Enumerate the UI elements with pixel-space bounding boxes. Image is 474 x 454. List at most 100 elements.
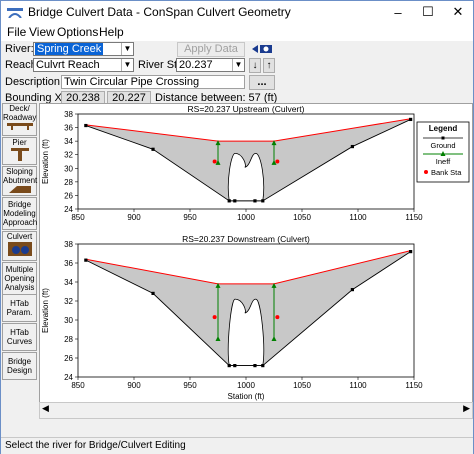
reach-label: Reach: (5, 59, 40, 71)
river-label: River: (5, 43, 34, 55)
chart2-ground-point (409, 250, 413, 254)
chart2-bank-station-point (275, 315, 280, 320)
chart1-ground-point (233, 199, 237, 203)
chart1-ground-point (350, 144, 354, 149)
chevron-down-icon[interactable]: ▼ (121, 43, 133, 55)
chart1-ground-line (85, 119, 411, 202)
maximize-button[interactable]: ☐ (422, 4, 434, 19)
chart1-bank-station-point (212, 159, 217, 164)
chart1-x-tick-label: 1050 (293, 213, 311, 222)
chart1-x-tick-label: 1150 (405, 213, 423, 222)
bridge-modeling-approach-button[interactable]: Bridge Modeling Approach (2, 197, 37, 230)
chart2-x-tick-label: 1150 (405, 381, 423, 390)
chart1-y-tick-label: 38 (64, 110, 73, 119)
chart2-y-tick-label: 26 (64, 354, 73, 363)
river-station-value: 20.237 (179, 59, 213, 71)
reach-select[interactable]: Culvrt Reach ▼ (33, 58, 134, 72)
minimize-button[interactable]: – (394, 4, 402, 20)
pier-label: Pier (12, 138, 27, 147)
chart1-legend-ineff-label: Ineff (436, 157, 451, 166)
title-bar: Bridge Culvert Data - ConSpan Culvert Ge… (1, 1, 473, 23)
description-label: Description (5, 76, 61, 88)
chart1-legend-bank-marker (424, 170, 428, 174)
chart1-legend-title: Legend (429, 124, 458, 133)
chart2-ground-point (151, 291, 155, 295)
chart2-x-tick-label: 850 (71, 381, 85, 390)
chart2-y-tick-label: 24 (64, 373, 73, 382)
chart2-x-tick-label: 950 (183, 381, 197, 390)
chart1-y-tick-label: 24 (64, 205, 73, 214)
sloping-abutment-button[interactable]: Sloping Abutment (2, 166, 37, 196)
chart1-ineff-marker (271, 159, 277, 165)
plot-area: RS=20.237 Upstream (Culvert) 850 900 950 100… (39, 103, 473, 403)
previous-station-arrow-icon[interactable]: ↓ (249, 58, 261, 73)
chart2-y-tick-label: 30 (64, 316, 73, 325)
menu-bar: File View Options Help (1, 23, 473, 41)
chart1-legend-ground-label: Ground (430, 141, 455, 150)
chart1-y-tick-label: 36 (64, 124, 73, 133)
apply-data-button[interactable]: Apply Data (177, 42, 245, 57)
description-expand-button[interactable]: ... (249, 75, 275, 90)
window-title: Bridge Culvert Data - ConSpan Culvert Ge… (28, 5, 291, 19)
chart2-y-tick-label: 32 (64, 297, 73, 306)
chart1-deck-line (85, 118, 411, 142)
chart1-legend-ground-point (441, 136, 445, 140)
multiple-opening-analysis-label: Multiple Opening Analysis (4, 265, 35, 292)
bridge-modeling-approach-label: Bridge Modeling Approach (3, 200, 38, 227)
chart2-x-tick-label: 900 (127, 381, 141, 390)
chart2-y-tick-label: 28 (64, 335, 73, 344)
chart1-y-tick-label: 34 (64, 137, 73, 146)
chevron-down-icon[interactable]: ▼ (121, 59, 133, 71)
status-bar: Select the river for Bridge/Culvert Edit… (1, 437, 473, 454)
bridge-design-button[interactable]: Bridge Design (2, 352, 37, 380)
chart1-y-tick-label: 30 (64, 164, 73, 173)
chart2-ground-point (261, 364, 265, 368)
horizontal-scrollbar[interactable]: ◀ ▶ (39, 402, 473, 419)
chart2-ground-point (233, 364, 237, 368)
chart1-y-tick-label: 26 (64, 191, 73, 200)
deck-roadway-button[interactable]: Deck/ Roadway (2, 103, 37, 136)
pier-button[interactable]: Pier (2, 137, 37, 165)
chart1-legend-bank-label: Bank Sta (431, 168, 462, 177)
chevron-down-icon[interactable]: ▼ (232, 59, 244, 71)
chart2-ground-point (84, 258, 88, 262)
chart2-ineff-marker (271, 282, 277, 288)
next-station-arrow-icon[interactable]: ↑ (263, 58, 275, 73)
sloping-abutment-label: Sloping Abutment (3, 167, 38, 185)
htab-param-button[interactable]: HTab Param. (2, 294, 37, 322)
chart1-culvert-pipes (227, 152, 265, 202)
abutment-icon (8, 186, 31, 193)
htab-curves-label: HTab Curves (6, 328, 33, 346)
river-station-select[interactable]: 20.237 ▼ (176, 58, 245, 72)
menu-view[interactable]: View (29, 25, 55, 39)
chart2-culvert-fill (85, 250, 411, 366)
menu-options[interactable]: Options (57, 25, 99, 39)
scroll-left-icon[interactable]: ◀ (42, 403, 49, 413)
culvert-icon (7, 242, 32, 256)
chart2-culvert-pipes (227, 298, 265, 366)
chart1-x-tick-label: 1100 (349, 213, 367, 222)
chart1-ground-point (253, 199, 257, 203)
chart2-ineff-marker (215, 336, 221, 341)
scroll-right-icon[interactable]: ▶ (463, 403, 470, 413)
menu-file[interactable]: File (7, 25, 27, 39)
menu-help[interactable]: Help (99, 25, 124, 39)
distance-between-text: Distance between: 57 (ft) (155, 92, 278, 104)
cross-section-plots: RS=20.237 Upstream (Culvert) 850 900 950 100… (41, 104, 470, 401)
chart2-ground-point (253, 364, 257, 368)
river-select[interactable]: Spring Creek ▼ (33, 42, 134, 56)
chart1-y-tick-label: 28 (64, 178, 73, 187)
culvert-button[interactable]: Culvert (2, 231, 37, 261)
htab-curves-button[interactable]: HTab Curves (2, 323, 37, 351)
close-button[interactable]: ✕ (452, 4, 464, 19)
plot-options-icon[interactable] (250, 42, 274, 56)
description-field[interactable]: Twin Circular Pipe Crossing (61, 75, 245, 89)
chart2-ineff-marker (271, 336, 277, 341)
deck-roadway-icon (6, 123, 33, 130)
chart2-y-axis-label: Elevation (ft) (41, 288, 50, 333)
bounding-upstream-button[interactable]: 20.238 (61, 91, 105, 106)
chart2-title: RS=20.237 Downstream (Culvert) (182, 234, 310, 244)
pier-icon (10, 148, 29, 161)
chart2-y-tick-label: 34 (64, 278, 73, 287)
